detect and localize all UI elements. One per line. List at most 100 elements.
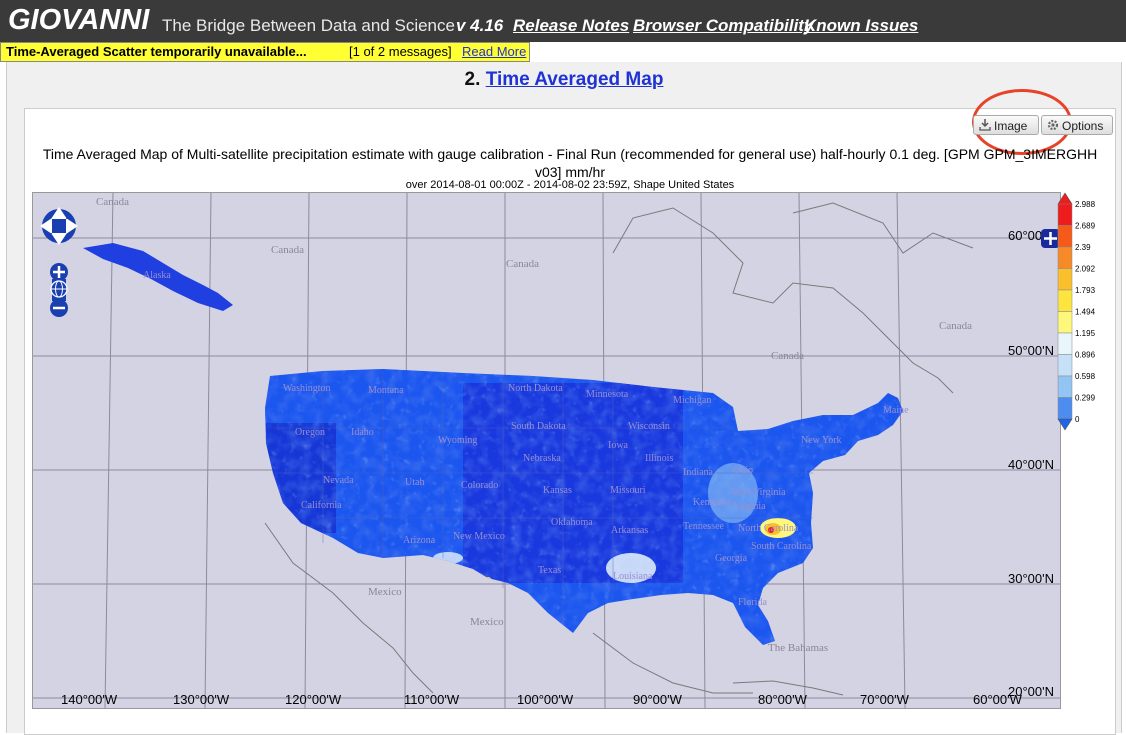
read-more-link[interactable]: Read More [462,44,527,59]
legend-swatch [1057,246,1073,269]
layer-switcher-plus-icon[interactable] [1041,229,1060,248]
message-count: [1 of 2 messages] [349,44,452,59]
section-number: 2. [464,69,481,90]
gear-icon [1047,119,1059,131]
lon-tick: 110°00'W [404,692,460,707]
state-label: Kentucky [693,497,732,508]
state-label: Alaska [143,270,171,281]
legend-tick-label: 2.39 [1075,243,1091,252]
lon-tick: 100°00'W [517,692,574,707]
lon-tick: 70°00'W [860,692,910,707]
place-label: Mexico [470,616,504,628]
time-averaged-map-link[interactable]: Time Averaged Map [485,69,664,90]
state-label: Tennessee [683,521,725,532]
state-label: Utah [405,477,424,488]
alaska-precip-region [83,243,233,311]
lon-tick: 130°00'W [173,692,230,707]
state-label: California [301,500,342,511]
version-label: v 4.16 [456,16,504,35]
known-issues-link[interactable]: Known Issues [804,16,919,35]
pan-arrows-icon[interactable] [40,207,78,245]
legend-swatch [1057,203,1073,226]
place-label: The Bahamas [768,642,828,654]
lon-tick-labels: 140°00'W 130°00'W 120°00'W 110°00'W 100°… [61,692,1023,707]
legend-swatch [1057,311,1073,334]
state-label: Arkansas [611,525,648,536]
state-label: Louisiana [613,571,653,582]
coastlines [264,202,974,696]
legend-tick-label: 1.494 [1075,308,1096,317]
lat-tick: 40°00'N [1008,457,1054,472]
section-heading: 2. Time Averaged Map [7,69,1121,91]
lon-tick: 90°00'W [633,692,683,707]
state-label: South Carolina [751,541,812,552]
results-panel: 2. Time Averaged Map Image Options Time … [6,62,1122,735]
options-button[interactable]: Options [1041,115,1113,135]
legend-overflow-triangle [1057,192,1073,205]
release-notes-link[interactable]: Release Notes [513,16,630,35]
state-label: Wyoming [438,435,477,446]
state-label: Georgia [715,553,748,564]
lon-tick: 120°00'W [285,692,342,707]
state-label: North Dakota [508,383,563,394]
lon-tick: 80°00'W [758,692,808,707]
state-label: Nevada [323,475,354,486]
legend-swatch [1057,268,1073,291]
state-label: New Mexico [453,531,505,542]
plot-title-line-1: Time Averaged Map of Multi-satellite pre… [42,146,1098,162]
giovanni-logo[interactable]: GIOVANNI [8,4,150,36]
legend-tick-label: 1.195 [1075,329,1096,338]
plot-title-line-2: v03] mm/hr [534,164,605,180]
state-label: Indiana [683,467,714,478]
options-button-label: Options [1062,119,1104,133]
legend-swatch [1057,332,1073,355]
conus-precip-field [265,369,903,645]
state-borders [273,371,813,623]
legend-swatch [1057,397,1073,420]
place-label: Mexico [368,586,402,598]
lat-tick: 20°00'N [1008,684,1054,699]
map-viewport[interactable]: Canada Canada Canada Canada Canada Mexic… [32,192,1061,709]
state-label: Oklahoma [551,517,593,528]
legend-swatch [1057,225,1073,248]
browser-compatibility-link[interactable]: Browser Compatibility [633,16,814,35]
state-label: Idaho [351,427,374,438]
tagline: The Bridge Between Data and Science [162,16,455,35]
lon-tick: 60°00'W [973,692,1023,707]
state-label: West Virginia [731,487,786,498]
state-label: Florida [738,597,767,608]
globe-icon[interactable] [50,280,68,298]
state-label: Ohio [733,465,753,476]
zoom-out-icon[interactable] [50,299,68,317]
state-label: Arizona [403,535,436,546]
lat-tick: 50°00'N [1008,343,1054,358]
plot-container: Image Options Time Averaged Map of Multi… [24,89,1116,735]
state-labels: Washington Montana Idaho Oregon Wyoming … [143,270,909,608]
color-legend: 2.988 2.689 2.39 2.092 1.793 1.494 1.195 0.896 0… [1057,192,1107,442]
download-icon [979,119,991,131]
legend-swatch [1057,375,1073,398]
plot-title: Time Averaged Map of Multi-satellite pre… [25,145,1115,181]
state-label: South Dakota [511,421,566,432]
image-download-button[interactable]: Image [973,115,1039,135]
state-label: North Carolina [738,523,799,534]
top-header: GIOVANNI The Bridge Between Data and Sci… [0,0,1126,42]
place-label: Canada [96,196,129,208]
state-label: Wisconsin [628,421,670,432]
legend-tick-label: 2.689 [1075,222,1096,231]
plot-subtitle: over 2014-08-01 00:00Z - 2014-08-02 23:5… [405,179,735,191]
precipitation-map[interactable]: Canada Canada Canada Canada Canada Mexic… [33,193,1060,708]
image-button-label: Image [994,119,1028,133]
state-label: Missouri [610,485,646,496]
lat-tick-labels: 60°00'N 50°00'N 40°00'N 30°00'N 20°00'N [1008,228,1054,699]
legend-tick-label: 0 [1075,415,1080,424]
zoom-in-icon[interactable] [50,263,68,281]
state-label: Texas [538,565,561,576]
message-title: Time-Averaged Scatter temporarily unavai… [6,44,307,59]
legend-tick-label: 0.598 [1075,372,1096,381]
legend-swatch [1057,354,1073,377]
state-label: Oregon [295,427,325,438]
state-label: Michigan [673,395,711,406]
legend-swatch [1057,289,1073,312]
legend-tick-label: 0.299 [1075,394,1096,403]
